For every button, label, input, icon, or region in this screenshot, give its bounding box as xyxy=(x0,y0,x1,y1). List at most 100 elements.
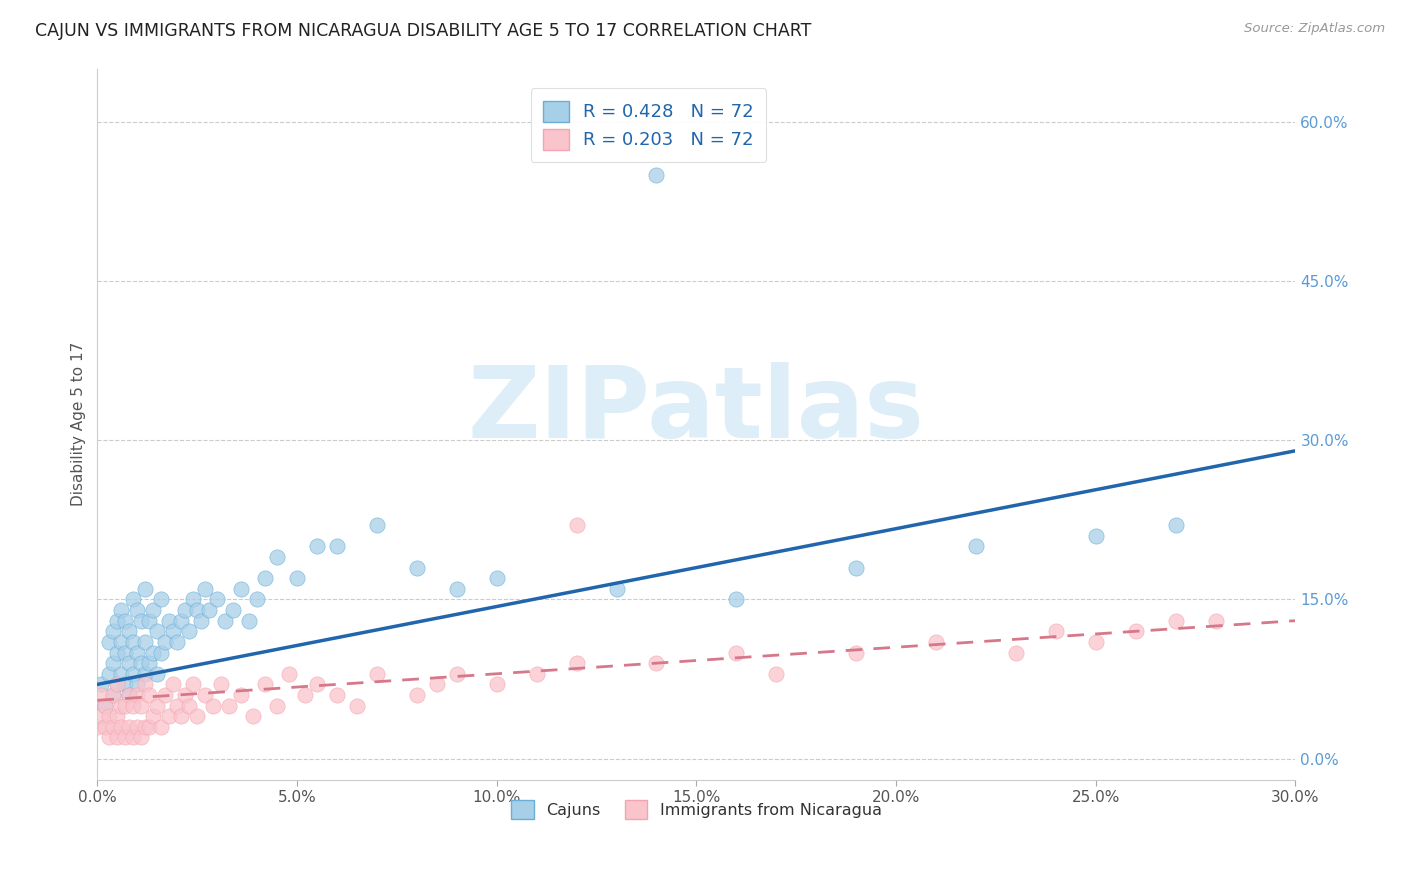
Point xyxy=(446,666,468,681)
Point xyxy=(122,666,145,681)
Point xyxy=(246,592,269,607)
Point xyxy=(150,720,173,734)
Point xyxy=(198,603,221,617)
Point xyxy=(90,709,112,723)
Point xyxy=(118,624,141,639)
Legend: Cajuns, Immigrants from Nicaragua: Cajuns, Immigrants from Nicaragua xyxy=(505,794,889,825)
Point xyxy=(1005,646,1028,660)
Point xyxy=(285,571,308,585)
Point xyxy=(645,168,668,182)
Point xyxy=(294,688,316,702)
Point xyxy=(190,614,212,628)
Point xyxy=(186,603,208,617)
Point xyxy=(565,656,588,670)
Point xyxy=(1125,624,1147,639)
Point xyxy=(122,592,145,607)
Point xyxy=(209,677,232,691)
Point xyxy=(110,698,132,713)
Point xyxy=(86,720,108,734)
Point xyxy=(103,688,125,702)
Point xyxy=(186,709,208,723)
Point xyxy=(305,539,328,553)
Point xyxy=(157,614,180,628)
Point xyxy=(565,518,588,533)
Point xyxy=(138,720,160,734)
Point xyxy=(105,677,128,691)
Point xyxy=(129,731,152,745)
Point xyxy=(238,614,260,628)
Point xyxy=(114,698,136,713)
Point xyxy=(98,666,121,681)
Point xyxy=(122,731,145,745)
Point xyxy=(134,666,156,681)
Point xyxy=(725,646,748,660)
Point xyxy=(129,614,152,628)
Point xyxy=(242,709,264,723)
Point xyxy=(229,582,252,596)
Point xyxy=(925,635,948,649)
Point xyxy=(179,624,201,639)
Point xyxy=(134,635,156,649)
Point xyxy=(105,709,128,723)
Point xyxy=(110,666,132,681)
Point xyxy=(174,603,197,617)
Point xyxy=(114,731,136,745)
Point xyxy=(127,688,149,702)
Point xyxy=(103,688,125,702)
Point xyxy=(90,677,112,691)
Point xyxy=(110,603,132,617)
Point xyxy=(114,646,136,660)
Point xyxy=(127,677,149,691)
Point xyxy=(129,656,152,670)
Point xyxy=(194,688,217,702)
Point xyxy=(266,698,288,713)
Point xyxy=(110,635,132,649)
Point xyxy=(205,592,228,607)
Point xyxy=(103,720,125,734)
Point xyxy=(138,688,160,702)
Point xyxy=(346,698,368,713)
Point xyxy=(725,592,748,607)
Point xyxy=(446,582,468,596)
Point xyxy=(105,731,128,745)
Text: CAJUN VS IMMIGRANTS FROM NICARAGUA DISABILITY AGE 5 TO 17 CORRELATION CHART: CAJUN VS IMMIGRANTS FROM NICARAGUA DISAB… xyxy=(35,22,811,40)
Point xyxy=(146,624,169,639)
Point xyxy=(94,698,117,713)
Point xyxy=(606,582,628,596)
Point xyxy=(155,635,177,649)
Point xyxy=(326,539,349,553)
Point xyxy=(127,603,149,617)
Point xyxy=(166,698,188,713)
Point xyxy=(110,720,132,734)
Point xyxy=(98,709,121,723)
Point xyxy=(122,698,145,713)
Point xyxy=(98,731,121,745)
Point xyxy=(765,666,787,681)
Point xyxy=(278,666,301,681)
Point xyxy=(405,560,427,574)
Point xyxy=(526,666,548,681)
Point xyxy=(134,720,156,734)
Point xyxy=(94,720,117,734)
Point xyxy=(157,709,180,723)
Point xyxy=(1045,624,1067,639)
Point xyxy=(134,677,156,691)
Point xyxy=(118,656,141,670)
Point xyxy=(134,582,156,596)
Point xyxy=(202,698,225,713)
Point xyxy=(229,688,252,702)
Point xyxy=(103,624,125,639)
Point xyxy=(174,688,197,702)
Point xyxy=(122,635,145,649)
Point xyxy=(127,720,149,734)
Point xyxy=(1084,529,1107,543)
Point xyxy=(150,592,173,607)
Point xyxy=(181,677,204,691)
Point xyxy=(218,698,240,713)
Point xyxy=(266,549,288,564)
Point xyxy=(645,656,668,670)
Point xyxy=(222,603,245,617)
Y-axis label: Disability Age 5 to 17: Disability Age 5 to 17 xyxy=(72,343,86,507)
Point xyxy=(150,646,173,660)
Point xyxy=(214,614,236,628)
